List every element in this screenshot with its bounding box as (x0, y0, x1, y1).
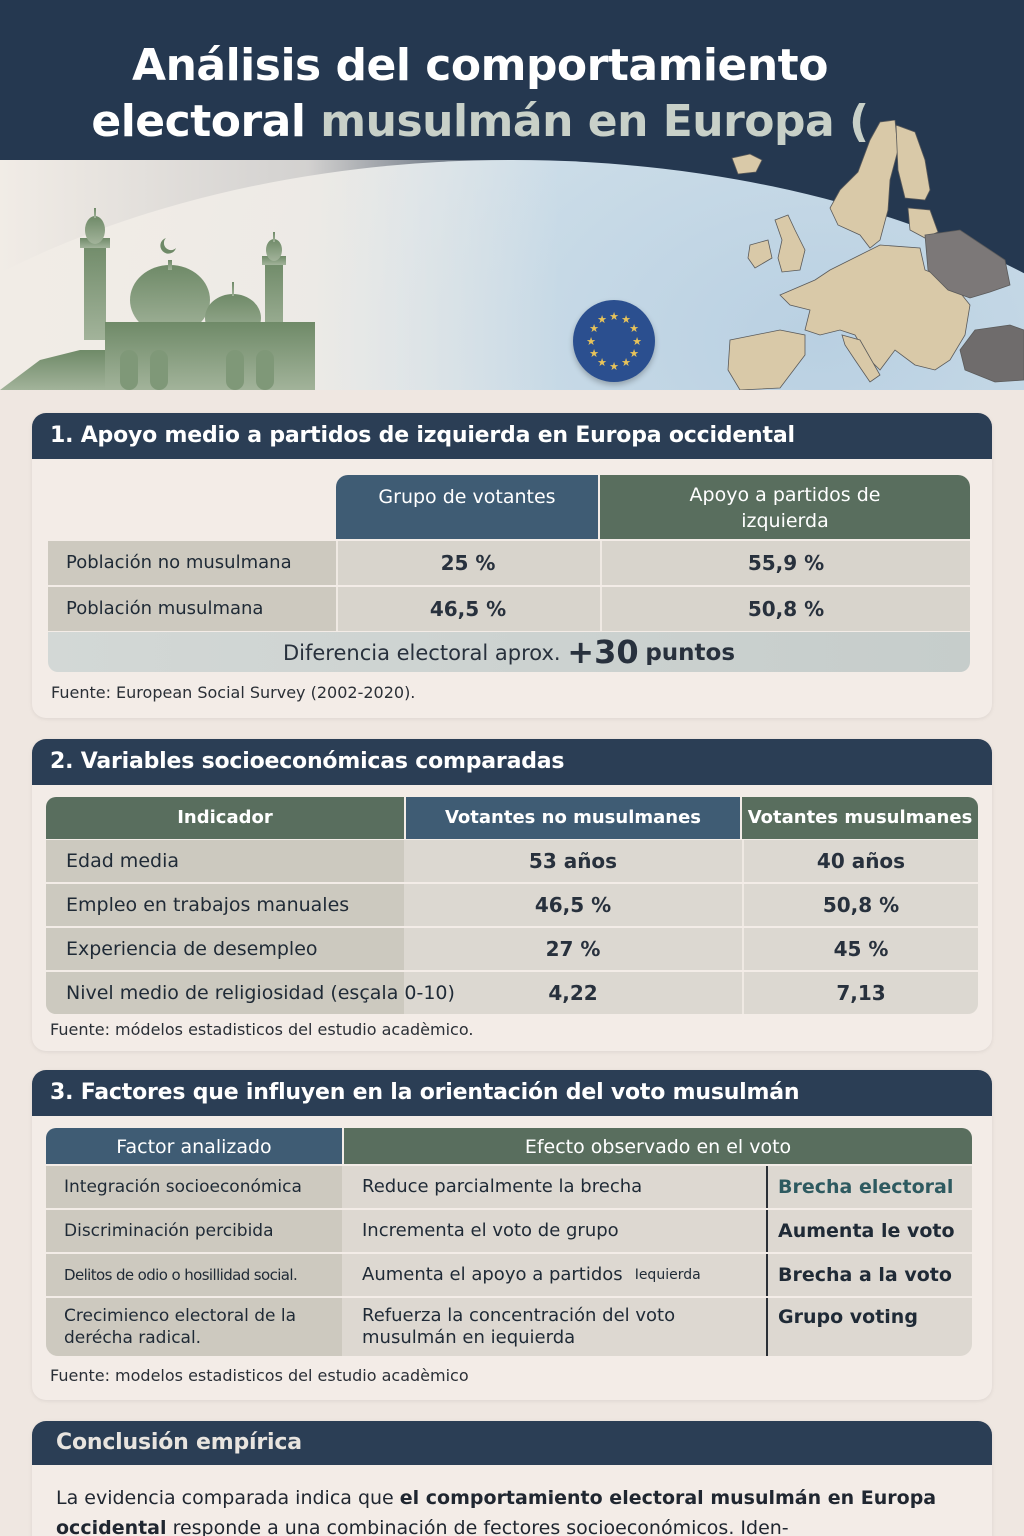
column-header-support: Apoyo a partidos de izquierda (600, 475, 970, 539)
title-word-electoral: electoral (91, 96, 306, 147)
section-2-title: 2. Variables socioeconómicas comparadas (32, 739, 992, 785)
row-label: Experiencia de desempleo (46, 928, 404, 970)
factor-label: Discriminación percibida (46, 1210, 342, 1252)
table-row: Discriminación percibida Incrementa el v… (46, 1210, 972, 1252)
table-row: Población musulmana 46,5 % 50,8 % (48, 587, 970, 631)
effect-note: Iequierda (634, 1267, 701, 1283)
cell-group: 46,5 % (336, 587, 598, 631)
row-label: Población musulmana (48, 587, 336, 631)
cell-group: 25 % (336, 541, 598, 585)
table-row: Edad media 53 años 40 años (46, 840, 978, 882)
cell-non-muslim: 27 % (545, 937, 601, 961)
table-row: Empleo en trabajos manuales 46,5 % 50,8 … (46, 884, 978, 926)
svg-text:★: ★ (629, 347, 639, 360)
mosque-icon (0, 208, 315, 390)
column-header-group: Grupo de votantes (336, 475, 598, 539)
section-3-title: 3. Factores que influyen en la orientaci… (32, 1070, 992, 1116)
effect-text: Incrementa el voto de grupo (362, 1220, 619, 1241)
cell-support: 50,8 % (600, 587, 970, 631)
title-line-1: Análisis del comportamiento (132, 40, 828, 91)
column-header-muslim: Votantes musulmanes (742, 797, 978, 839)
source-note: Fuente: European Social Survey (2002-202… (51, 683, 416, 702)
svg-text:★: ★ (597, 356, 607, 369)
effect-tag: Aumenta le voto (766, 1210, 972, 1252)
cell-support: 55,9 % (600, 541, 970, 585)
effect-cell: Refuerza la concentración del voto musul… (362, 1298, 722, 1356)
difference-label: Diferencia electoral aprox. (282, 641, 561, 665)
source-note: Fuente: modelos estadisticos del estudio… (50, 1366, 469, 1385)
source-note: Fuente: módelos estadisticos del estudio… (50, 1020, 474, 1039)
svg-text:★: ★ (629, 322, 639, 335)
table-row: Población no musulmana 25 % 55,9 % (48, 541, 970, 585)
conclusion-text-part-1: La evidencia comparada indica que (56, 1487, 400, 1509)
svg-text:★: ★ (589, 347, 599, 360)
cell-muslim: 50,8 % (742, 884, 978, 926)
row-label: Población no musulmana (48, 541, 336, 585)
effect-text: Aumenta el apoyo a partidos (362, 1264, 623, 1285)
cell-muslim: 45 % (742, 928, 978, 970)
row-label: Empleo en trabajos manuales (46, 884, 404, 926)
effect-tag: Brecha electoral (766, 1166, 972, 1208)
svg-text:★: ★ (589, 322, 599, 335)
electoral-difference-banner: Diferencia electoral aprox. +30 puntos (48, 632, 970, 672)
difference-unit: puntos (645, 640, 736, 666)
effect-text: Reduce parcialmente la brecha (362, 1176, 643, 1197)
column-header-indicator: Indicador (46, 797, 404, 839)
factor-label: Delitos de odio o hosillidad social. (46, 1254, 342, 1296)
column-header-effect: Efecto observado en el voto (344, 1128, 972, 1164)
section-factors: 3. Factores que influyen en la orientaci… (32, 1070, 992, 1400)
effect-cell: Incrementa el voto de grupo (362, 1210, 762, 1252)
svg-text:★: ★ (609, 310, 619, 323)
table-row: Crecimienco electoral de la derécha radi… (46, 1298, 972, 1356)
section-socioeconomic: 2. Variables socioeconómicas comparadas … (32, 739, 992, 1051)
cell-non-muslim: 46,5 % (534, 893, 612, 917)
svg-text:★: ★ (586, 335, 596, 348)
svg-text:★: ★ (621, 356, 631, 369)
difference-value: +30 (567, 633, 639, 671)
effect-cell: Reduce parcialmente la brecha (362, 1166, 762, 1208)
conclusion-title: Conclusión empírica (32, 1421, 992, 1465)
section-left-support: 1. Apoyo medio a partidos de izquierda e… (32, 413, 992, 718)
row-label: Nivel medio de religiosidad (esçala 0-10… (46, 972, 455, 1014)
cell-muslim: 7,13 (742, 972, 978, 1014)
title-accent: musulmán en Europa ( (320, 96, 869, 147)
effect-text: Refuerza la concentración del voto musul… (362, 1305, 676, 1348)
effect-tag: Grupo voting (766, 1298, 972, 1356)
table-row: Nivel medio de religiosidad (esçala 0-10… (46, 972, 978, 1014)
table-row: Experiencia de desempleo 27 % 45 % (46, 928, 978, 970)
row-label: Edad media (46, 840, 404, 882)
svg-text:★: ★ (621, 313, 631, 326)
title-line-2: electoral musulmán en Europa ( (0, 94, 960, 150)
page-title: Análisis del comportamiento electoral mu… (0, 38, 960, 150)
section-1-title: 1. Apoyo medio a partidos de izquierda e… (32, 413, 992, 459)
column-header-factor: Factor analizado (46, 1128, 342, 1164)
effect-cell: Aumenta el apoyo a partidos Iequierda (362, 1254, 762, 1296)
conclusion-text-bold: el comportamiento electoral musulmán en … (56, 1487, 937, 1536)
conclusion-text: La evidencia comparada indica que el com… (32, 1465, 992, 1536)
conclusion-text-part-2: responde a una combinación de fectores s… (166, 1517, 789, 1536)
svg-text:★: ★ (609, 360, 619, 373)
hero-banner: Análisis del comportamiento electoral mu… (0, 0, 1024, 390)
cell-muslim: 40 años (742, 840, 978, 882)
table-row: Delitos de odio o hosillidad social. Aum… (46, 1254, 972, 1296)
cell-non-muslim: 4,22 (548, 981, 598, 1005)
eu-flag-icon: ★ ★ ★ ★ ★ ★ ★ ★ ★ ★ ★ ★ (573, 300, 655, 382)
cell-non-muslim: 53 años (528, 849, 618, 873)
section-conclusion: Conclusión empírica La evidencia compara… (32, 1421, 992, 1536)
factor-label: Integración socioeconómica (46, 1166, 342, 1208)
svg-text:★: ★ (632, 335, 642, 348)
effect-tag: Brecha a la voto (766, 1254, 972, 1296)
column-header-non-muslim: Votantes no musulmanes (406, 797, 740, 839)
factor-label: Crecimienco electoral de la derécha radi… (46, 1298, 342, 1356)
table-row: Integración socioeconómica Reduce parcia… (46, 1166, 972, 1208)
svg-text:★: ★ (597, 313, 607, 326)
europe-map (727, 120, 1024, 390)
